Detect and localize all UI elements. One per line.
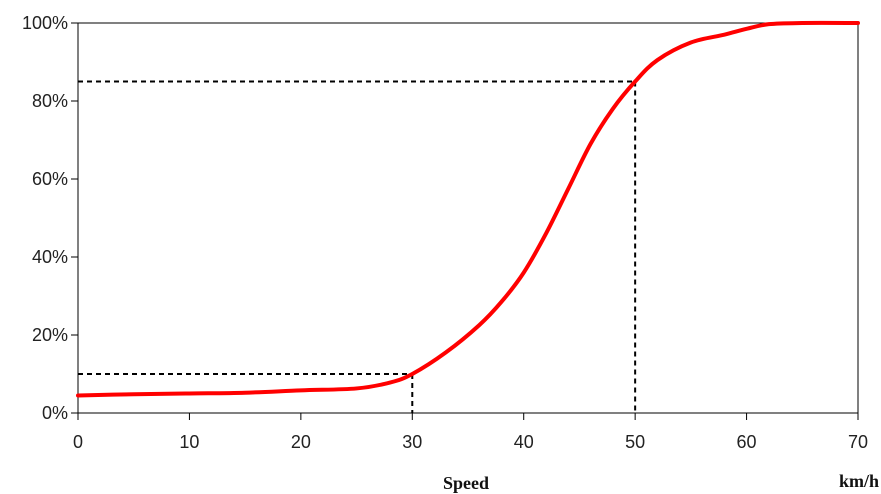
y-axis: 0% 20% 40% 60% 80% 100% [22,13,78,423]
reference-lines [78,80,637,413]
x-tick-label: 30 [402,432,422,452]
x-tick-label: 0 [73,432,83,452]
y-tick-label: 100% [22,13,68,33]
x-tick-label: 60 [737,432,757,452]
x-axis-unit-label: km/h [839,471,879,491]
x-tick-label: 50 [625,432,645,452]
y-tick-label: 0% [42,403,68,423]
x-tick-label: 40 [514,432,534,452]
y-tick-label: 40% [32,247,68,267]
y-tick-label: 20% [32,325,68,345]
plot-area [77,22,859,414]
series-line [76,20,860,398]
x-axis-title: Speed [443,473,489,493]
x-tick-label: 70 [848,432,868,452]
x-tick-label: 10 [179,432,199,452]
x-axis: 0 10 20 30 40 50 60 70 [73,413,868,452]
series-layer [76,20,860,398]
x-tick-label: 20 [291,432,311,452]
y-tick-label: 80% [32,91,68,111]
y-tick-label: 60% [32,169,68,189]
